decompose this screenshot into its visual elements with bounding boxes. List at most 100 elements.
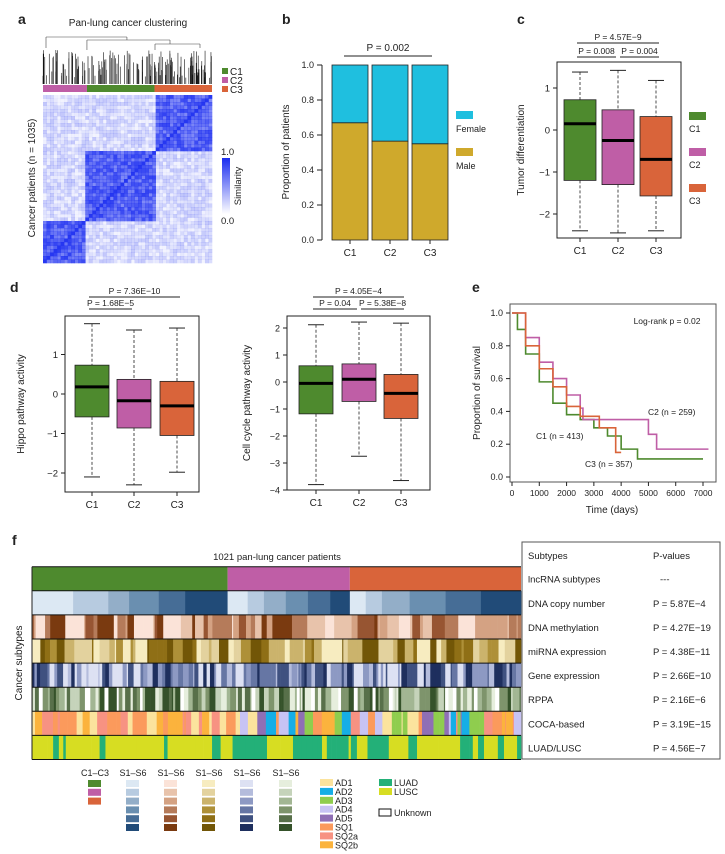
heatmap-cell — [120, 203, 125, 208]
subtype-stripe — [163, 711, 169, 736]
heatmap-cell — [190, 95, 195, 99]
heatmap-cell — [50, 189, 54, 194]
heatmap-cell — [141, 214, 146, 218]
subtype-stripe — [321, 687, 326, 712]
heatmap-cell — [208, 112, 213, 117]
heatmap-cell — [78, 245, 83, 250]
heatmap-cell — [141, 144, 146, 148]
heatmap-cell — [81, 116, 86, 120]
heatmap-cell — [123, 196, 128, 201]
legend-swatch — [88, 788, 101, 796]
heatmap-cell — [176, 221, 181, 225]
heatmap-cell — [71, 95, 75, 99]
heatmap-cell — [159, 256, 164, 260]
heatmap-cell — [134, 252, 139, 257]
heatmap-cell — [180, 151, 185, 155]
heatmap-cell — [204, 98, 209, 103]
heatmap-cell — [106, 207, 111, 211]
heatmap-cell — [187, 259, 192, 264]
heatmap-cell — [99, 196, 104, 201]
heatmap-cell — [180, 203, 185, 208]
heatmap-cell — [166, 151, 171, 155]
heatmap-cell — [85, 193, 90, 197]
heatmap-cell — [74, 154, 79, 159]
heatmap-cell — [197, 238, 202, 243]
heatmap-cell — [194, 168, 199, 173]
heatmap-cell — [131, 238, 135, 243]
subtype-stripe — [194, 663, 199, 688]
heatmap-cell — [78, 130, 83, 134]
heatmap-cell — [155, 147, 160, 152]
heatmap-cell — [92, 102, 97, 106]
subtype-stripe — [520, 687, 522, 712]
heatmap-cell — [81, 165, 86, 169]
legend-label-c3: C3 — [230, 85, 243, 96]
heatmap-cell — [208, 182, 213, 187]
heatmap-cell — [166, 242, 171, 246]
heatmap-cell — [183, 203, 188, 208]
heatmap-cell — [204, 119, 209, 124]
heatmap-cell — [120, 210, 125, 215]
heatmap-cell — [78, 203, 83, 208]
heatmap-cell — [106, 172, 111, 176]
heatmap-cell — [159, 151, 164, 155]
heatmap-cell — [190, 98, 195, 103]
subtype-stripe — [292, 735, 303, 760]
heatmap-cell — [81, 179, 86, 183]
heatmap-cell — [46, 168, 51, 173]
subtype-stripe — [392, 663, 399, 688]
heatmap-cell — [176, 98, 181, 103]
y-tick-label: 1 — [545, 84, 550, 95]
heatmap-cell — [152, 144, 156, 148]
heatmap-cell — [169, 228, 174, 232]
heatmap-cell — [120, 235, 125, 239]
heatmap-cell — [60, 144, 65, 148]
heatmap-cell — [88, 256, 93, 260]
heatmap-cell — [50, 140, 54, 145]
heatmap-cell — [123, 228, 128, 232]
heatmap-cell — [113, 214, 118, 218]
heatmap-cell — [183, 196, 188, 201]
subtype-stripe — [47, 687, 51, 712]
heatmap-cell — [145, 165, 149, 169]
x-tick-label: C2 — [128, 500, 141, 511]
heatmap-cell — [162, 259, 167, 264]
subtype-stripe — [211, 639, 220, 664]
subtype-stripe — [460, 735, 464, 760]
heatmap-cell — [67, 189, 72, 194]
heatmap-cell — [152, 123, 156, 127]
y-axis-label: Cancer subtypes — [14, 625, 25, 700]
heatmap-cell — [81, 109, 86, 113]
heatmap-cell — [131, 207, 135, 211]
subtype-stripe — [135, 639, 140, 664]
heatmap-cell — [145, 98, 149, 103]
heatmap-cell — [120, 182, 125, 187]
heatmap-cell — [194, 109, 199, 113]
heatmap-cell — [46, 235, 51, 239]
heatmap-cell — [46, 179, 51, 183]
heatmap-cell — [67, 221, 72, 225]
heatmap-cell — [71, 151, 75, 155]
heatmap-cell — [67, 105, 72, 110]
heatmap-cell — [201, 182, 206, 187]
subtype-stripe — [412, 614, 421, 639]
heatmap-cell — [159, 154, 164, 159]
heatmap-cell — [145, 221, 149, 225]
heatmap-cell — [141, 130, 146, 134]
subtype-stripe — [45, 614, 51, 639]
subtype-stripe — [113, 687, 118, 712]
heatmap-cell — [152, 252, 156, 257]
heatmap-cell — [64, 224, 68, 229]
heatmap-cell — [78, 196, 83, 201]
heatmap-cell — [113, 217, 118, 222]
heatmap-cell — [64, 147, 68, 152]
heatmap-cell — [187, 186, 192, 190]
heatmap-cell — [95, 200, 100, 204]
heatmap-cell — [57, 95, 61, 99]
heatmap-cell — [148, 259, 153, 264]
heatmap-cell — [53, 175, 58, 180]
heatmap-cell — [194, 231, 199, 236]
heatmap-cell — [99, 203, 104, 208]
heatmap-cell — [95, 193, 100, 197]
subtype-stripe — [157, 663, 163, 688]
